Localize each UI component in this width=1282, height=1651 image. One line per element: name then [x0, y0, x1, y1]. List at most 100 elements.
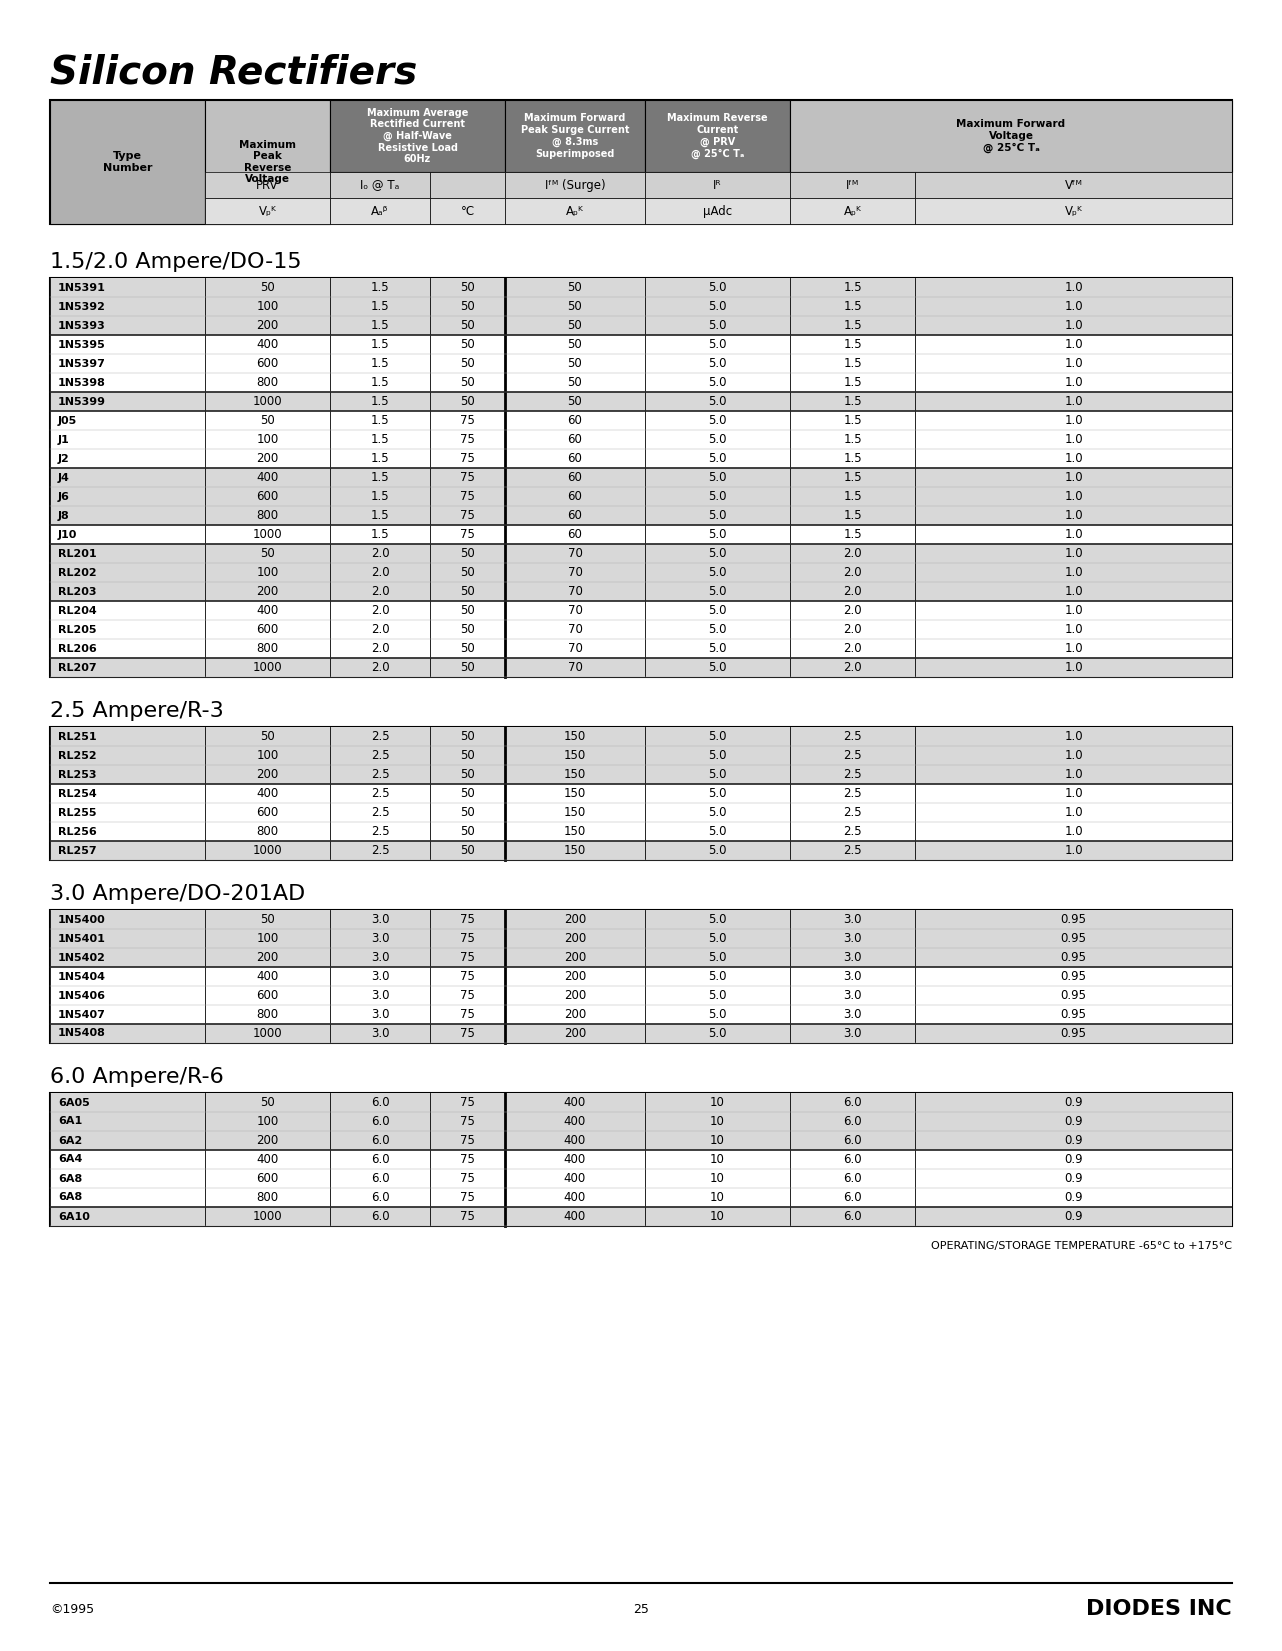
Text: 5.0: 5.0 [708, 989, 727, 1002]
Text: 400: 400 [564, 1096, 586, 1109]
Text: 1.5: 1.5 [844, 452, 862, 466]
Text: 1.5: 1.5 [370, 452, 390, 466]
Text: Maximum Forward
Peak Surge Current
@ 8.3ms
Superimposed: Maximum Forward Peak Surge Current @ 8.3… [520, 114, 629, 158]
Text: 70: 70 [568, 546, 582, 560]
Bar [645, 198, 790, 225]
Text: 5.0: 5.0 [708, 971, 727, 982]
Bar [50, 277, 1232, 677]
Text: DIODES INC: DIODES INC [1086, 1600, 1232, 1620]
Text: 200: 200 [564, 951, 586, 964]
Text: 25: 25 [633, 1603, 649, 1615]
Text: 150: 150 [564, 844, 586, 857]
Text: 600: 600 [256, 1172, 278, 1185]
Text: 0.9: 0.9 [1064, 1172, 1083, 1185]
Text: 1N5407: 1N5407 [58, 1009, 106, 1020]
Text: 50: 50 [460, 584, 474, 598]
Text: 75: 75 [460, 913, 474, 926]
Bar [790, 198, 915, 225]
Text: 200: 200 [564, 913, 586, 926]
Text: 200: 200 [256, 452, 278, 466]
Text: 5.0: 5.0 [708, 768, 727, 781]
Text: 75: 75 [460, 1134, 474, 1147]
Text: 0.9: 0.9 [1064, 1134, 1083, 1147]
Text: 200: 200 [256, 1134, 278, 1147]
Text: 1.5: 1.5 [844, 490, 862, 504]
Text: 2.0: 2.0 [370, 604, 390, 617]
Text: 0.95: 0.95 [1060, 1027, 1087, 1040]
Text: RL254: RL254 [58, 789, 96, 799]
Text: Maximum
Peak
Reverse
Voltage: Maximum Peak Reverse Voltage [238, 140, 296, 185]
Text: RL203: RL203 [58, 586, 96, 596]
Text: 6.0: 6.0 [370, 1134, 390, 1147]
Text: 2.0: 2.0 [370, 642, 390, 655]
Text: 3.0: 3.0 [844, 971, 862, 982]
Text: 2.5: 2.5 [370, 826, 390, 839]
Text: 70: 70 [568, 660, 582, 674]
Text: 1N5402: 1N5402 [58, 953, 106, 963]
Bar [50, 910, 1232, 967]
Text: 70: 70 [568, 566, 582, 580]
Bar [505, 198, 645, 225]
Text: J6: J6 [58, 492, 71, 502]
Text: RL255: RL255 [58, 807, 96, 817]
Text: 1N5401: 1N5401 [58, 933, 106, 943]
Text: 150: 150 [564, 788, 586, 801]
Text: 2.0: 2.0 [844, 660, 862, 674]
Text: 50: 50 [460, 546, 474, 560]
Text: 5.0: 5.0 [708, 1009, 727, 1020]
Text: 1.5/2.0 Ampere/DO-15: 1.5/2.0 Ampere/DO-15 [50, 253, 301, 272]
Text: 400: 400 [564, 1152, 586, 1166]
Text: Iᶠᴹ: Iᶠᴹ [846, 178, 859, 192]
Text: 2.5: 2.5 [370, 768, 390, 781]
Text: 1.0: 1.0 [1064, 642, 1083, 655]
Text: 50: 50 [260, 1096, 274, 1109]
Bar [790, 101, 1232, 172]
Text: 50: 50 [460, 660, 474, 674]
Text: 1.0: 1.0 [1064, 750, 1083, 763]
Text: 50: 50 [260, 281, 274, 294]
Text: Iᴿ: Iᴿ [713, 178, 722, 192]
Text: 1N5408: 1N5408 [58, 1029, 106, 1038]
Bar [50, 840, 1232, 860]
Bar [915, 172, 1232, 198]
Text: 50: 50 [568, 338, 582, 352]
Text: 400: 400 [564, 1114, 586, 1128]
Text: 1000: 1000 [253, 395, 282, 408]
Text: 5.0: 5.0 [708, 452, 727, 466]
Text: 2.0: 2.0 [844, 584, 862, 598]
Bar [50, 1093, 1232, 1227]
Text: 60: 60 [568, 433, 582, 446]
Text: 400: 400 [564, 1134, 586, 1147]
Text: Vᶠᴹ: Vᶠᴹ [1064, 178, 1082, 192]
Text: 10: 10 [710, 1134, 724, 1147]
Text: 1.0: 1.0 [1064, 281, 1083, 294]
Text: 75: 75 [460, 528, 474, 542]
Text: 6.0: 6.0 [844, 1190, 862, 1204]
Text: 1.5: 1.5 [844, 528, 862, 542]
Text: 5.0: 5.0 [708, 376, 727, 390]
Text: 1.0: 1.0 [1064, 546, 1083, 560]
Text: 1.5: 1.5 [370, 338, 390, 352]
Text: 2.0: 2.0 [370, 622, 390, 636]
Text: 2.5: 2.5 [844, 730, 862, 743]
Text: 200: 200 [564, 989, 586, 1002]
Text: 5.0: 5.0 [708, 300, 727, 314]
Bar [50, 277, 1232, 335]
Text: 1.5: 1.5 [844, 471, 862, 484]
Text: Iₒ @ Tₐ: Iₒ @ Tₐ [360, 178, 400, 192]
Text: 2.0: 2.0 [844, 566, 862, 580]
Text: Aₚᴷ: Aₚᴷ [844, 205, 862, 218]
Text: 2.5: 2.5 [370, 844, 390, 857]
Text: 1.0: 1.0 [1064, 806, 1083, 819]
Text: 5.0: 5.0 [708, 357, 727, 370]
Text: 6A8: 6A8 [58, 1174, 82, 1184]
Bar [329, 101, 505, 172]
Text: 2.5: 2.5 [370, 806, 390, 819]
Text: 1N5404: 1N5404 [58, 971, 106, 981]
Text: 5.0: 5.0 [708, 951, 727, 964]
Text: 0.9: 0.9 [1064, 1210, 1083, 1223]
Text: 1.0: 1.0 [1064, 566, 1083, 580]
Text: 60: 60 [568, 509, 582, 522]
Text: 600: 600 [256, 806, 278, 819]
Text: 5.0: 5.0 [708, 433, 727, 446]
